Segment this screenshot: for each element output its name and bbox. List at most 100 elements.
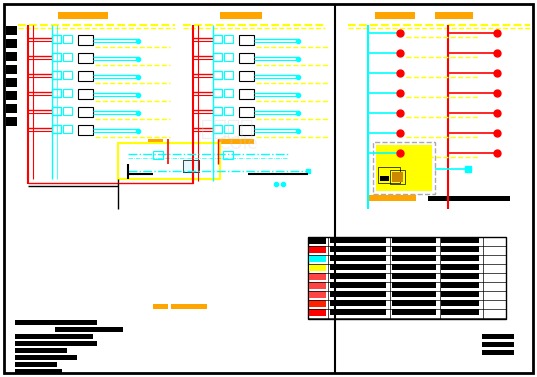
Bar	[52, 107, 61, 115]
Bar	[441, 282, 479, 288]
Bar	[224, 53, 233, 61]
Bar	[441, 309, 479, 315]
Bar	[6, 104, 17, 113]
Bar	[390, 170, 405, 184]
Bar	[309, 246, 326, 253]
Bar	[6, 26, 17, 35]
Bar	[330, 300, 386, 306]
Bar	[63, 89, 72, 97]
Bar	[224, 89, 233, 97]
Bar	[308, 237, 506, 319]
Bar	[224, 35, 233, 43]
Bar	[392, 173, 399, 177]
Bar	[223, 151, 233, 159]
Bar	[392, 300, 436, 306]
Bar	[482, 334, 514, 339]
Bar	[441, 291, 479, 297]
Bar	[330, 264, 386, 270]
Bar	[15, 355, 77, 360]
Bar	[55, 327, 123, 332]
Bar	[309, 273, 326, 280]
Bar	[58, 12, 108, 19]
Bar	[441, 237, 479, 243]
Bar	[213, 35, 222, 43]
Bar	[435, 12, 473, 19]
Bar	[15, 369, 62, 374]
Bar	[183, 160, 199, 172]
Bar	[148, 139, 163, 144]
Bar	[6, 65, 17, 74]
Bar	[309, 291, 326, 298]
Bar	[213, 53, 222, 61]
Bar	[6, 91, 17, 100]
Bar	[309, 255, 326, 262]
Bar	[330, 282, 386, 288]
Bar	[213, 71, 222, 79]
Bar	[6, 117, 17, 126]
Bar	[392, 264, 436, 270]
Bar	[118, 143, 220, 179]
Bar	[15, 362, 57, 367]
Bar	[78, 125, 93, 135]
Bar	[482, 342, 514, 347]
Bar	[309, 300, 326, 307]
Bar	[15, 320, 97, 325]
Bar	[309, 264, 326, 271]
Bar	[239, 125, 254, 135]
Bar	[63, 71, 72, 79]
Bar	[330, 273, 386, 279]
Bar	[239, 71, 254, 81]
Bar	[63, 125, 72, 133]
Bar	[392, 255, 436, 261]
Bar	[218, 139, 254, 144]
Bar	[441, 255, 479, 261]
Bar	[309, 309, 326, 316]
Bar	[220, 12, 262, 19]
Bar	[78, 53, 93, 63]
Bar	[224, 71, 233, 79]
Bar	[392, 291, 436, 297]
Bar	[52, 71, 61, 79]
Bar	[441, 264, 479, 270]
Bar	[380, 176, 389, 181]
Bar	[63, 107, 72, 115]
Bar	[376, 145, 432, 191]
Bar	[63, 53, 72, 61]
Bar	[441, 300, 479, 306]
Bar	[392, 246, 436, 252]
Bar	[213, 125, 222, 133]
Bar	[378, 167, 400, 183]
Bar	[239, 35, 254, 45]
Bar	[309, 282, 326, 289]
Bar	[78, 107, 93, 117]
Bar	[392, 273, 436, 279]
Bar	[63, 35, 72, 43]
Bar	[52, 89, 61, 97]
Bar	[239, 107, 254, 117]
Bar	[392, 309, 436, 315]
Bar	[52, 35, 61, 43]
Bar	[153, 304, 168, 309]
Bar	[224, 125, 233, 133]
Bar	[375, 12, 415, 19]
Bar	[15, 348, 67, 353]
Bar	[153, 151, 163, 159]
Bar	[428, 196, 510, 201]
Bar	[78, 89, 93, 99]
Bar	[52, 125, 61, 133]
Bar	[78, 35, 93, 45]
Bar	[78, 71, 93, 81]
Bar	[15, 334, 93, 339]
Bar	[6, 78, 17, 87]
Text: 中交建线: 中交建线	[201, 119, 255, 139]
Bar	[392, 282, 436, 288]
Bar	[171, 304, 207, 309]
Bar	[239, 89, 254, 99]
Text: COIe: COIe	[218, 135, 258, 153]
Bar	[392, 237, 436, 243]
Bar	[213, 89, 222, 97]
Bar	[330, 237, 386, 243]
Bar	[441, 246, 479, 252]
Bar	[441, 273, 479, 279]
Bar	[330, 309, 386, 315]
